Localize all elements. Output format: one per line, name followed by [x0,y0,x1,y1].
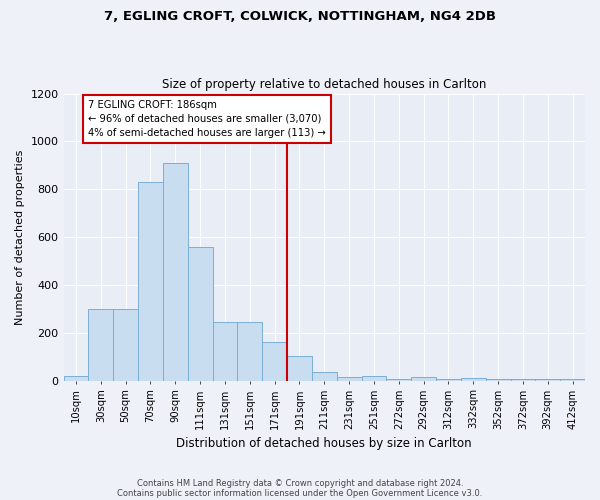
Bar [163,163,188,380]
Bar [113,309,138,380]
Text: Contains public sector information licensed under the Open Government Licence v3: Contains public sector information licen… [118,488,482,498]
Bar [188,246,212,380]
Bar [262,342,287,380]
Text: 7 EGLING CROFT: 186sqm
← 96% of detached houses are smaller (3,070)
4% of semi-d: 7 EGLING CROFT: 186sqm ← 96% of detached… [88,100,326,138]
Bar [88,309,113,380]
Y-axis label: Number of detached properties: Number of detached properties [15,150,25,325]
Bar [461,378,485,380]
Text: 7, EGLING CROFT, COLWICK, NOTTINGHAM, NG4 2DB: 7, EGLING CROFT, COLWICK, NOTTINGHAM, NG… [104,10,496,23]
Bar [362,376,386,380]
Bar [238,322,262,380]
Title: Size of property relative to detached houses in Carlton: Size of property relative to detached ho… [162,78,487,91]
Text: Contains HM Land Registry data © Crown copyright and database right 2024.: Contains HM Land Registry data © Crown c… [137,478,463,488]
Bar [287,356,312,380]
Bar [64,376,88,380]
X-axis label: Distribution of detached houses by size in Carlton: Distribution of detached houses by size … [176,437,472,450]
Bar [312,372,337,380]
Bar [212,322,238,380]
Bar [411,377,436,380]
Bar [138,182,163,380]
Bar [337,377,362,380]
